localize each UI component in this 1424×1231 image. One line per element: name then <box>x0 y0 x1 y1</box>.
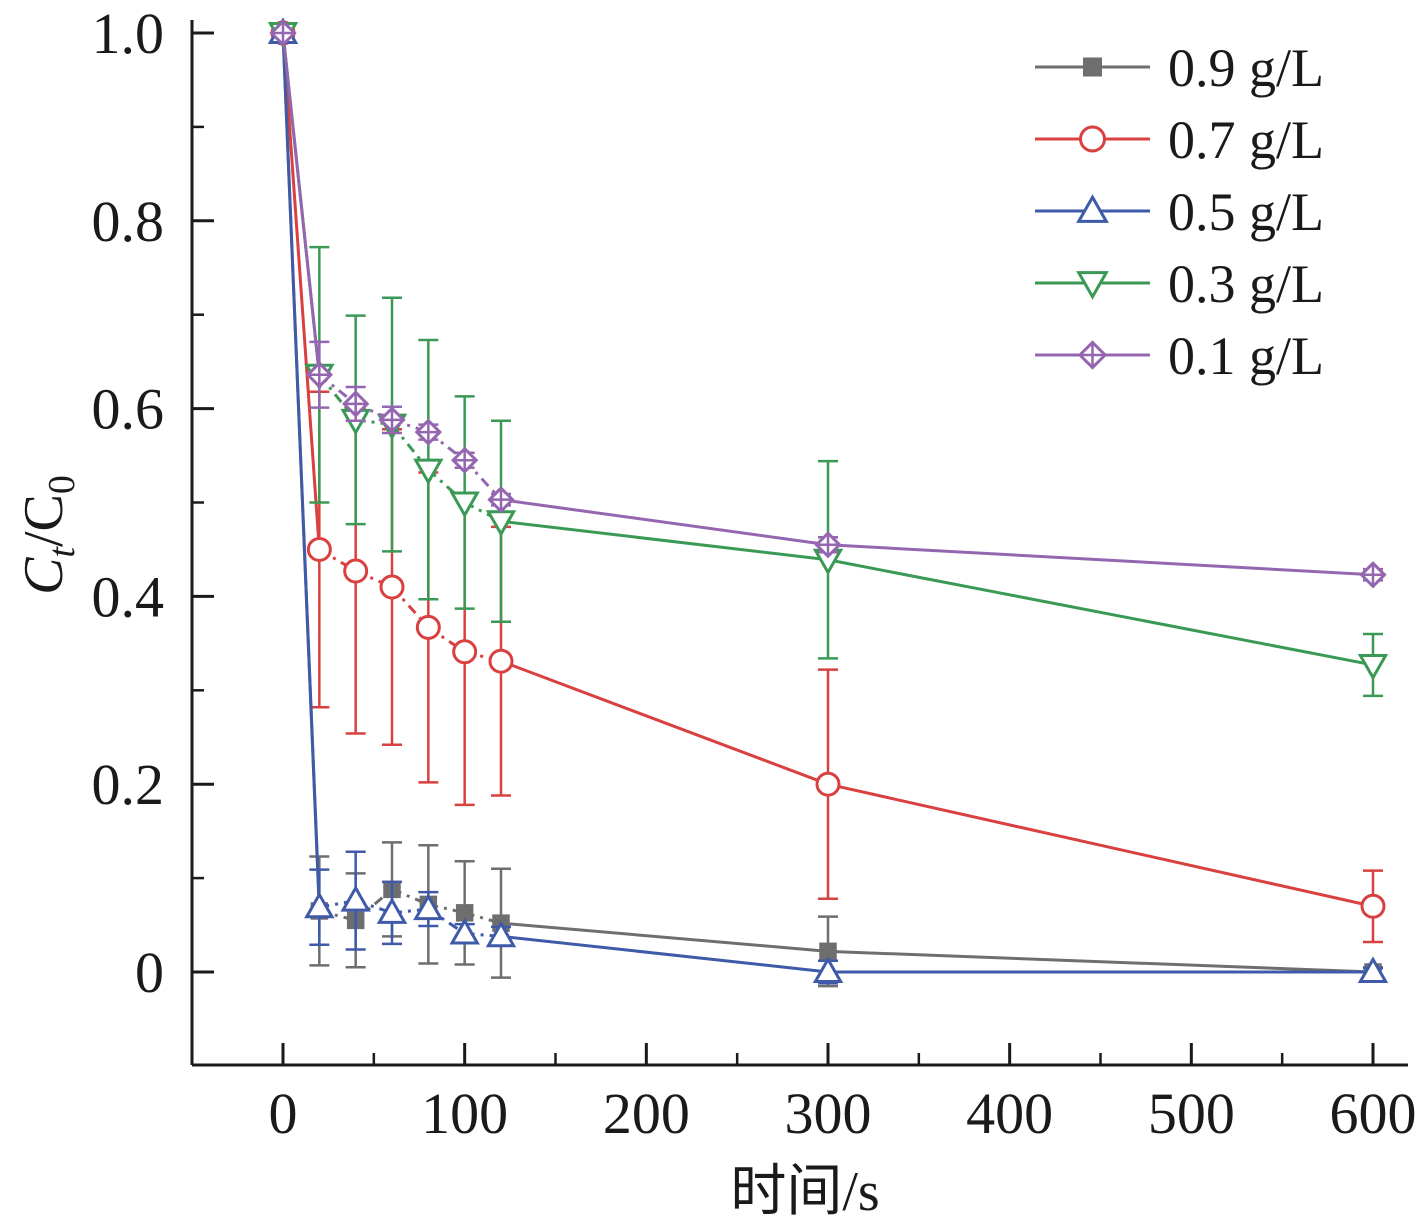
data-point-triangle-up-marker <box>413 893 444 921</box>
data-point-diamond-marker <box>1359 561 1387 589</box>
data-point-diamond-marker <box>814 531 842 559</box>
data-point-diamond-marker <box>341 390 370 418</box>
legend-item: 0.1 g/L <box>1035 326 1324 386</box>
data-point-triangle-up-marker <box>376 897 408 924</box>
data-point-triangle-up-marker <box>304 891 335 919</box>
legend-label: 0.1 g/L <box>1168 326 1324 386</box>
axes: 0 100 200 300 400 500 600 0 0.2 0.4 0.6 0.8 1.0 <box>92 1 1417 1146</box>
axis-titles: 时间/s Ct/C0 <box>13 475 880 1223</box>
series-line-segment <box>827 782 1374 908</box>
series-line-segment <box>827 543 1374 577</box>
legend: 0.9 g/L 0.7 g/L 0.5 g/L 0.3 g/L 0.1 g/L <box>1035 38 1324 386</box>
legend-diamond-marker <box>1077 340 1108 370</box>
legend-label: 0.5 g/L <box>1168 182 1324 242</box>
y-tick-label: 0.8 <box>92 189 165 254</box>
series-line-segment <box>281 32 321 375</box>
data-point-diamond-marker <box>269 19 297 47</box>
series-line-segment <box>427 468 466 504</box>
data-point-triangle-up-marker <box>340 884 371 912</box>
legend-triangle-down-marker <box>1076 271 1109 300</box>
legend-label: 0.3 g/L <box>1168 254 1324 314</box>
series-line-segment <box>281 32 321 550</box>
data-point-triangle-down-marker <box>449 491 480 519</box>
data-point-circle-marker <box>379 574 405 600</box>
data-point-diamond-marker <box>487 486 515 514</box>
data-point-diamond-marker <box>305 361 334 389</box>
series-layer <box>267 17 1389 988</box>
y-tick-label: 0.4 <box>92 564 165 629</box>
series-line-segment <box>281 32 321 908</box>
series-line-segment <box>500 921 829 953</box>
data-point-diamond-marker <box>414 418 443 446</box>
x-axis-title: 时间/s <box>730 1161 879 1223</box>
x-tick-label: 500 <box>1148 1081 1235 1146</box>
y-axis-title-main: C <box>13 557 75 595</box>
data-point-diamond-marker <box>450 446 479 474</box>
x-tick-label: 600 <box>1330 1081 1417 1146</box>
series-line-segment <box>500 498 829 547</box>
y-axis-title-sub: t <box>41 546 83 558</box>
series-line-segment <box>827 558 1374 667</box>
series-line-segment <box>500 519 829 562</box>
data-point-triangle-up-marker <box>812 956 844 983</box>
y-tick-label: 1.0 <box>92 1 165 66</box>
legend-square-marker <box>1083 57 1102 77</box>
series-line-segment <box>500 934 829 974</box>
data-point-triangle-down-marker <box>1357 653 1389 681</box>
data-point-triangle-up-marker <box>1357 956 1389 983</box>
data-point-circle-marker <box>1360 893 1386 919</box>
x-tick-label: 300 <box>785 1081 872 1146</box>
data-point-circle-marker <box>306 536 332 562</box>
data-point-circle-marker <box>815 771 841 797</box>
series-line-segment <box>500 659 829 786</box>
series-line-segment <box>827 949 1374 974</box>
legend-circle-marker <box>1079 125 1106 153</box>
x-tick-label: 0 <box>269 1081 298 1146</box>
legend-label: 0.9 g/L <box>1168 38 1324 98</box>
data-point-triangle-up-marker <box>449 917 480 945</box>
y-tick-label: 0 <box>135 940 164 1005</box>
x-tick-label: 100 <box>421 1081 508 1146</box>
data-point-circle-marker <box>452 639 478 665</box>
data-point-circle-marker <box>415 614 441 640</box>
data-point-circle-marker <box>488 648 514 674</box>
legend-triangle-up-marker <box>1076 194 1109 223</box>
data-point-triangle-down-marker <box>413 458 444 486</box>
legend-item: 0.7 g/L <box>1035 110 1324 170</box>
legend-item: 0.5 g/L <box>1035 182 1324 242</box>
x-tick-label: 200 <box>603 1081 690 1146</box>
series-0-1-g-L <box>269 19 1387 589</box>
y-axis-title: Ct/C0 <box>13 475 83 595</box>
legend-item: 0.3 g/L <box>1035 254 1324 314</box>
data-point-circle-marker <box>343 558 369 584</box>
x-tick-label: 400 <box>966 1081 1053 1146</box>
data-point-diamond-marker <box>378 406 406 434</box>
series-0-5-g-L <box>267 17 1389 985</box>
y-axis-title-sep: /C <box>13 494 75 547</box>
y-tick-label: 0.2 <box>92 752 165 817</box>
series-0-7-g-L <box>270 20 1386 944</box>
data-point-triangle-up-marker <box>485 920 517 948</box>
legend-item: 0.9 g/L <box>1035 38 1324 98</box>
legend-label: 0.7 g/L <box>1168 110 1324 170</box>
y-tick-label: 0.6 <box>92 377 165 442</box>
y-axis-title-sub2: 0 <box>41 475 83 494</box>
